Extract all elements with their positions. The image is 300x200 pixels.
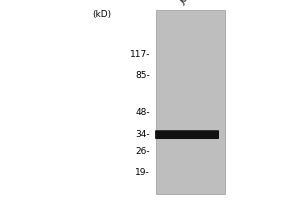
Text: 26-: 26- (135, 147, 150, 156)
Text: 19-: 19- (135, 168, 150, 177)
FancyBboxPatch shape (155, 130, 219, 139)
Text: Jurkat: Jurkat (178, 0, 203, 6)
Text: 48-: 48- (135, 108, 150, 117)
Text: (kD): (kD) (92, 9, 112, 19)
Text: 117-: 117- (130, 50, 150, 59)
Text: 34-: 34- (135, 130, 150, 139)
Text: 85-: 85- (135, 71, 150, 80)
Bar (156, 10, 225, 194)
